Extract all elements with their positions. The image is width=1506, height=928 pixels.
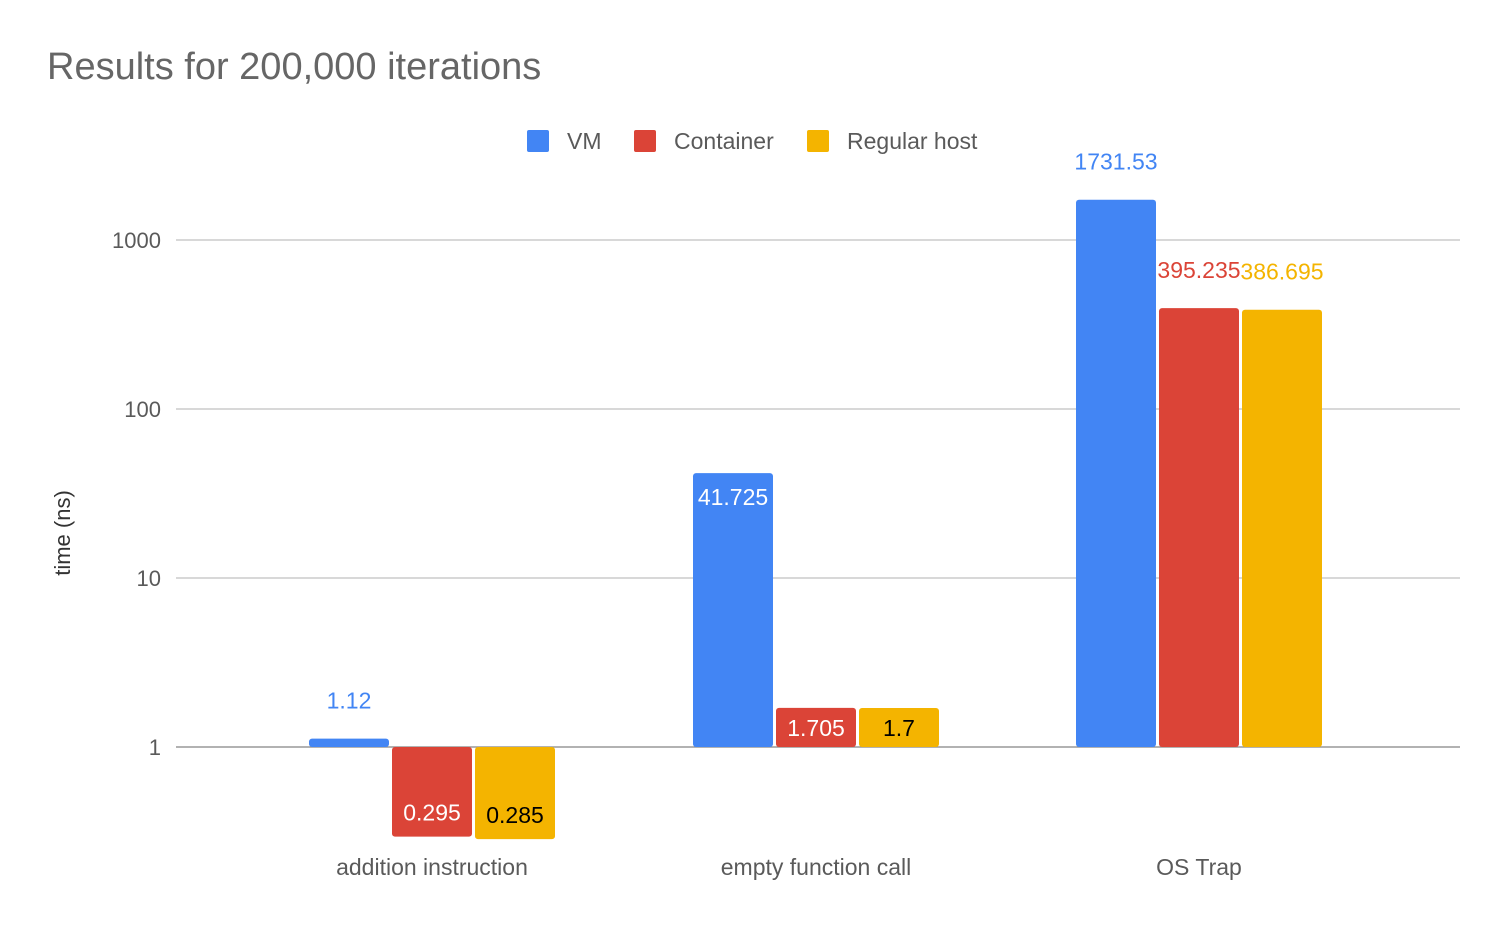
chart-legend: VM Container Regular host [0, 124, 1506, 158]
legend-item-regular-host: Regular host [807, 124, 977, 158]
bar-regular-host [475, 747, 555, 840]
legend-label: Regular host [847, 127, 978, 154]
x-tick-label: addition instruction [336, 854, 528, 880]
y-axis-label: time (ns) [50, 490, 75, 576]
data-label: 1.7 [883, 715, 915, 741]
bar-regular-host [859, 708, 939, 747]
y-tick-label: 1000 [112, 228, 161, 253]
data-label: 0.295 [403, 800, 461, 826]
data-label: 41.725 [698, 484, 768, 510]
y-tick-label: 10 [137, 566, 161, 591]
data-label: 0.285 [486, 802, 544, 828]
x-tick-label: OS Trap [1156, 854, 1242, 880]
legend-label: VM [567, 127, 602, 154]
legend-label: Container [674, 127, 774, 154]
bar-regular-host [1242, 309, 1322, 747]
legend-item-vm: VM [527, 124, 602, 158]
bar-container [776, 707, 856, 747]
bar-vm [309, 738, 389, 747]
data-label: 1.705 [787, 715, 845, 741]
x-tick-label: empty function call [721, 854, 911, 880]
data-label: 395.235 [1157, 257, 1240, 283]
legend-swatch [634, 130, 656, 152]
bar-container [392, 747, 472, 837]
chart-title: Results for 200,000 iterations [47, 46, 542, 88]
data-label: 1731.53 [1074, 149, 1157, 175]
legend-swatch [527, 130, 549, 152]
y-tick-label: 100 [124, 397, 161, 422]
y-tick-label: 1 [149, 735, 161, 760]
legend-swatch [807, 130, 829, 152]
bar-vm [1076, 199, 1156, 747]
legend-item-container: Container [634, 124, 774, 158]
bar-container [1159, 308, 1239, 747]
bar-vm [693, 473, 773, 747]
data-label: 1.12 [327, 688, 372, 714]
data-label: 386.695 [1240, 259, 1323, 285]
